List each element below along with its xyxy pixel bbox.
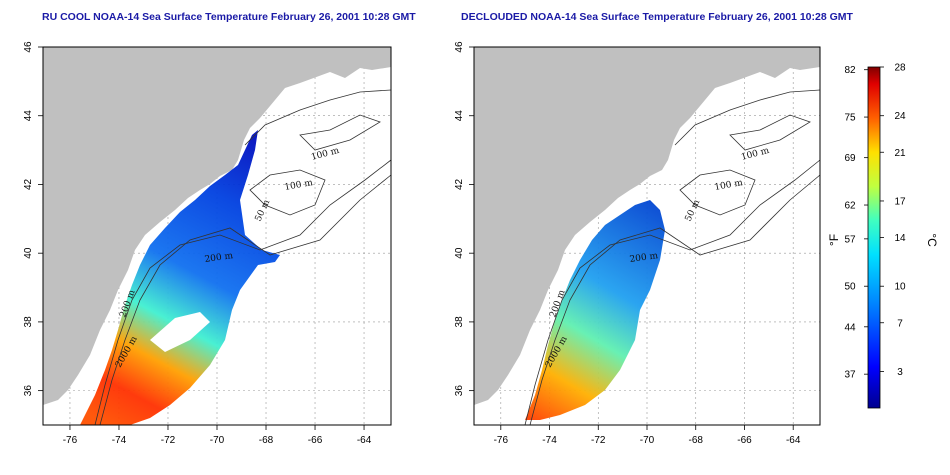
x-tick-label: -76 xyxy=(63,435,78,446)
contour-label: 100 m xyxy=(714,178,744,193)
y-tick-label: 36 xyxy=(454,385,465,397)
contour-label: 100 m xyxy=(284,178,314,193)
land-mass xyxy=(43,47,391,405)
x-tick-label: -64 xyxy=(786,435,801,446)
panel-right-title: DECLOUDED NOAA-14 Sea Surface Temperatur… xyxy=(461,11,853,23)
y-tick-label: 46 xyxy=(23,41,34,53)
celsius-tick-label: 17 xyxy=(894,196,906,207)
y-tick-label: 40 xyxy=(454,247,465,259)
isobath-200m xyxy=(94,159,392,426)
x-tick-label: -68 xyxy=(259,435,274,446)
isobath-100m xyxy=(244,89,392,216)
celsius-tick-label: 3 xyxy=(897,367,903,378)
isobath-2000m xyxy=(99,174,392,426)
celsius-tick-label: 7 xyxy=(897,318,903,329)
y-tick-label: 38 xyxy=(454,316,465,328)
fahrenheit-tick-label: 44 xyxy=(844,322,856,333)
fahrenheit-tick-label: 75 xyxy=(844,113,856,124)
y-tick-label: 42 xyxy=(23,178,34,190)
x-tick-label: -66 xyxy=(308,435,323,446)
colorbar-scale xyxy=(867,66,881,409)
fahrenheit-tick-label: 82 xyxy=(844,65,856,76)
map-panel-left: 100 m 100 m 50 m 200 m 200 m 2000 m -76-… xyxy=(23,41,392,446)
x-tick-label: -74 xyxy=(542,435,557,446)
x-axis: -76 -74 -72 -70 -68 -66 -64 xyxy=(63,425,372,446)
celsius-tick-label: 24 xyxy=(894,111,906,122)
y-tick-label: 38 xyxy=(23,316,34,328)
x-tick-label: -72 xyxy=(591,435,606,446)
x-tick-label: -76 xyxy=(494,435,509,446)
x-tick-label: -70 xyxy=(640,435,655,446)
x-axis: -76 -74 -72 -70 -68 -66 -64 xyxy=(494,425,801,446)
isobath-100m xyxy=(674,89,821,216)
land-mass xyxy=(474,47,820,405)
x-tick-label: -68 xyxy=(689,435,704,446)
x-tick-label: -66 xyxy=(737,435,752,446)
unit-label-fahrenheit: °F xyxy=(827,234,841,246)
unit-label-celsius: °C xyxy=(925,233,939,247)
map-panel-right: 100 m 100 m 50 m 200 m 200 m 2000 m -76-… xyxy=(454,41,821,446)
y-tick-label: 36 xyxy=(23,385,34,397)
y-tick-label: 40 xyxy=(23,247,34,259)
celsius-tick-label: 21 xyxy=(894,148,906,159)
y-axis: 36 38 40 42 44 46 xyxy=(454,41,474,396)
x-tick-label: -72 xyxy=(161,435,176,446)
contour-label: 200 m xyxy=(629,251,659,265)
celsius-tick-label: 14 xyxy=(894,233,906,244)
ocean-sst xyxy=(80,130,280,425)
panel-left-title: RU COOL NOAA-14 Sea Surface Temperature … xyxy=(42,11,416,23)
y-tick-label: 46 xyxy=(454,41,465,53)
colorbar-ticks: 28 24 21 17 14 10 7 3 82 75 69 62 57 50 44 37 xyxy=(844,63,906,381)
fahrenheit-tick-label: 57 xyxy=(844,234,856,245)
fahrenheit-tick-label: 37 xyxy=(844,370,856,381)
fahrenheit-tick-label: 50 xyxy=(844,282,856,293)
y-tick-label: 44 xyxy=(454,110,465,122)
celsius-tick-label: 10 xyxy=(894,282,906,293)
y-axis: 36 38 40 42 44 46 xyxy=(23,41,43,396)
contour-label: 200 m xyxy=(204,251,234,265)
isobath-2000m xyxy=(529,174,821,426)
cloud-patch xyxy=(150,312,210,352)
y-tick-label: 44 xyxy=(23,110,34,122)
ocean-sst xyxy=(525,200,665,420)
y-tick-label: 42 xyxy=(454,178,465,190)
celsius-tick-label: 28 xyxy=(894,63,906,74)
isobath-200m xyxy=(524,159,821,426)
x-tick-label: -74 xyxy=(112,435,127,446)
fahrenheit-tick-label: 69 xyxy=(844,153,856,164)
colorbar: 28 24 21 17 14 10 7 3 82 75 69 62 57 50 44 37 °F °C xyxy=(827,63,939,409)
x-tick-label: -70 xyxy=(210,435,225,446)
fahrenheit-tick-label: 62 xyxy=(844,201,856,212)
x-tick-label: -64 xyxy=(357,435,372,446)
